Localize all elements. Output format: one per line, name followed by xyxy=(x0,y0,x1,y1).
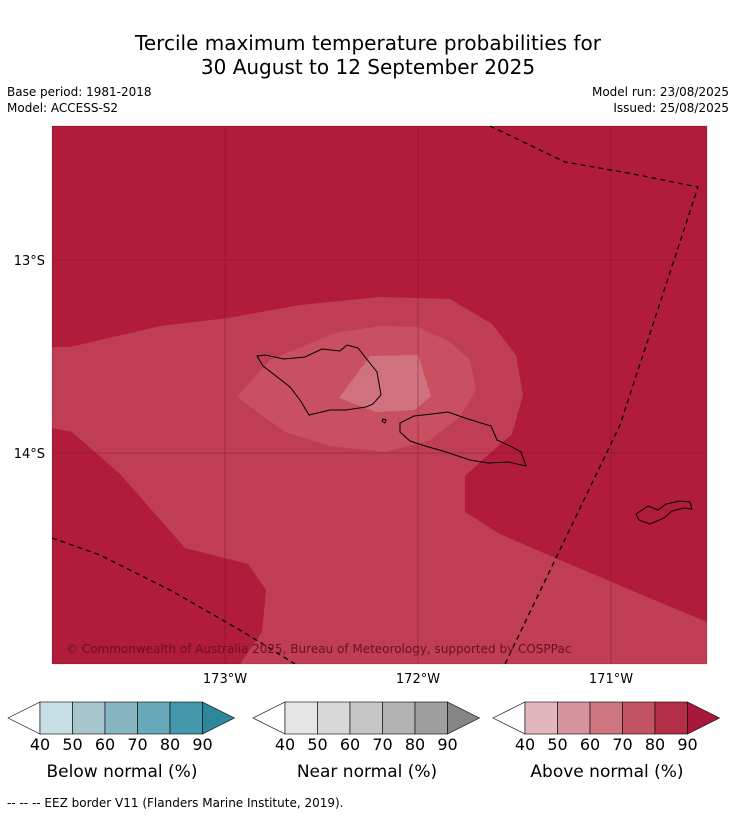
legend-near-swatch-4 xyxy=(414,701,448,735)
contour-50-60 xyxy=(339,355,431,412)
legend-near-swatch-3 xyxy=(382,701,416,735)
legend-above-swatch-3 xyxy=(622,701,656,735)
legend-below-swatch-0 xyxy=(39,701,73,735)
legend-near-tick: 40 xyxy=(275,735,295,754)
lat-label-14s: 14°S xyxy=(14,447,45,462)
upolu-island xyxy=(399,411,527,467)
chart-title: Tercile maximum temperature probabilitie… xyxy=(0,31,736,79)
legend-above-low-extension xyxy=(492,701,526,735)
meta-right: Model run: 23/08/2025 Issued: 25/08/2025 xyxy=(592,84,729,116)
lon-label-171w: 171°W xyxy=(589,672,633,687)
legend-above-tick: 80 xyxy=(645,735,665,754)
tutuila-island xyxy=(635,500,693,525)
legend-near-swatch-2 xyxy=(349,701,383,735)
legend-near-tick: 50 xyxy=(307,735,327,754)
legend-below-tick: 60 xyxy=(95,735,115,754)
legend-above-high-extension xyxy=(687,701,721,735)
savaii-island xyxy=(256,344,382,416)
legend-title-near: Near normal (%) xyxy=(296,762,438,782)
legend-near-low-extension xyxy=(252,701,286,735)
model-name: Model: ACCESS-S2 xyxy=(7,101,119,115)
legend-above-swatch-2 xyxy=(589,701,623,735)
lat-label-13s: 13°S xyxy=(14,254,45,269)
copyright-notice: © Commonwealth of Australia 2025, Bureau… xyxy=(66,642,571,656)
legend-below-swatch-3 xyxy=(137,701,171,735)
lon-label-172w: 172°W xyxy=(396,672,440,687)
legend-near-swatch-1 xyxy=(317,701,351,735)
legend-above-tick: 60 xyxy=(580,735,600,754)
legend-near-high-extension xyxy=(447,701,481,735)
legend-below-swatch-4 xyxy=(169,701,203,735)
eez-border xyxy=(52,126,699,664)
legend-title-below: Below normal (%) xyxy=(46,762,198,782)
issued-date: Issued: 25/08/2025 xyxy=(613,101,729,115)
legend-above-swatch-4 xyxy=(654,701,688,735)
title-line-2: 30 August to 12 September 2025 xyxy=(200,55,536,79)
probability-field: © Commonwealth of Australia 2025, Bureau… xyxy=(52,126,707,664)
legend-below-swatch-1 xyxy=(72,701,106,735)
legend-title-above: Above normal (%) xyxy=(530,762,684,782)
apolima-islet xyxy=(381,418,387,424)
legend-below-tick: 50 xyxy=(62,735,82,754)
legend-above-swatch-1 xyxy=(557,701,591,735)
legend-above-tick: 90 xyxy=(677,735,697,754)
map-border xyxy=(51,125,708,665)
legend-above-tick: 40 xyxy=(515,735,535,754)
lon-label-173w: 173°W xyxy=(203,672,247,687)
legend-near-tick: 90 xyxy=(437,735,457,754)
legend-below-swatch-2 xyxy=(104,701,138,735)
legend-near-tick: 60 xyxy=(340,735,360,754)
graticule xyxy=(52,126,707,664)
legend-below-tick: 40 xyxy=(30,735,50,754)
legend-below-high-extension xyxy=(202,701,236,735)
legend-below-low-extension xyxy=(7,701,41,735)
contour-70-80 xyxy=(52,297,707,664)
legend-below-tick: 90 xyxy=(192,735,212,754)
meta-left: Base period: 1981-2018 Model: ACCESS-S2 xyxy=(7,84,152,116)
colorbars: 40 50 60 70 80 90 40 50 60 70 80 90 40 50 60 70 80 90 xyxy=(7,701,721,754)
base-period: Base period: 1981-2018 xyxy=(7,85,152,99)
legend-below-tick: 70 xyxy=(127,735,147,754)
legend-above-tick: 50 xyxy=(547,735,567,754)
model-run: Model run: 23/08/2025 xyxy=(591,85,729,99)
legend-above-swatch-0 xyxy=(524,701,558,735)
legend-near-tick: 80 xyxy=(405,735,425,754)
legend-near-swatch-0 xyxy=(284,701,318,735)
title-line-1: Tercile maximum temperature probabilitie… xyxy=(135,31,601,55)
legend-below-tick: 80 xyxy=(160,735,180,754)
legend-near-tick: 70 xyxy=(372,735,392,754)
eez-footnote: -- -- -- EEZ border V11 (Flanders Marine… xyxy=(7,796,344,810)
coastlines xyxy=(256,344,693,525)
legend-above-tick: 70 xyxy=(612,735,632,754)
